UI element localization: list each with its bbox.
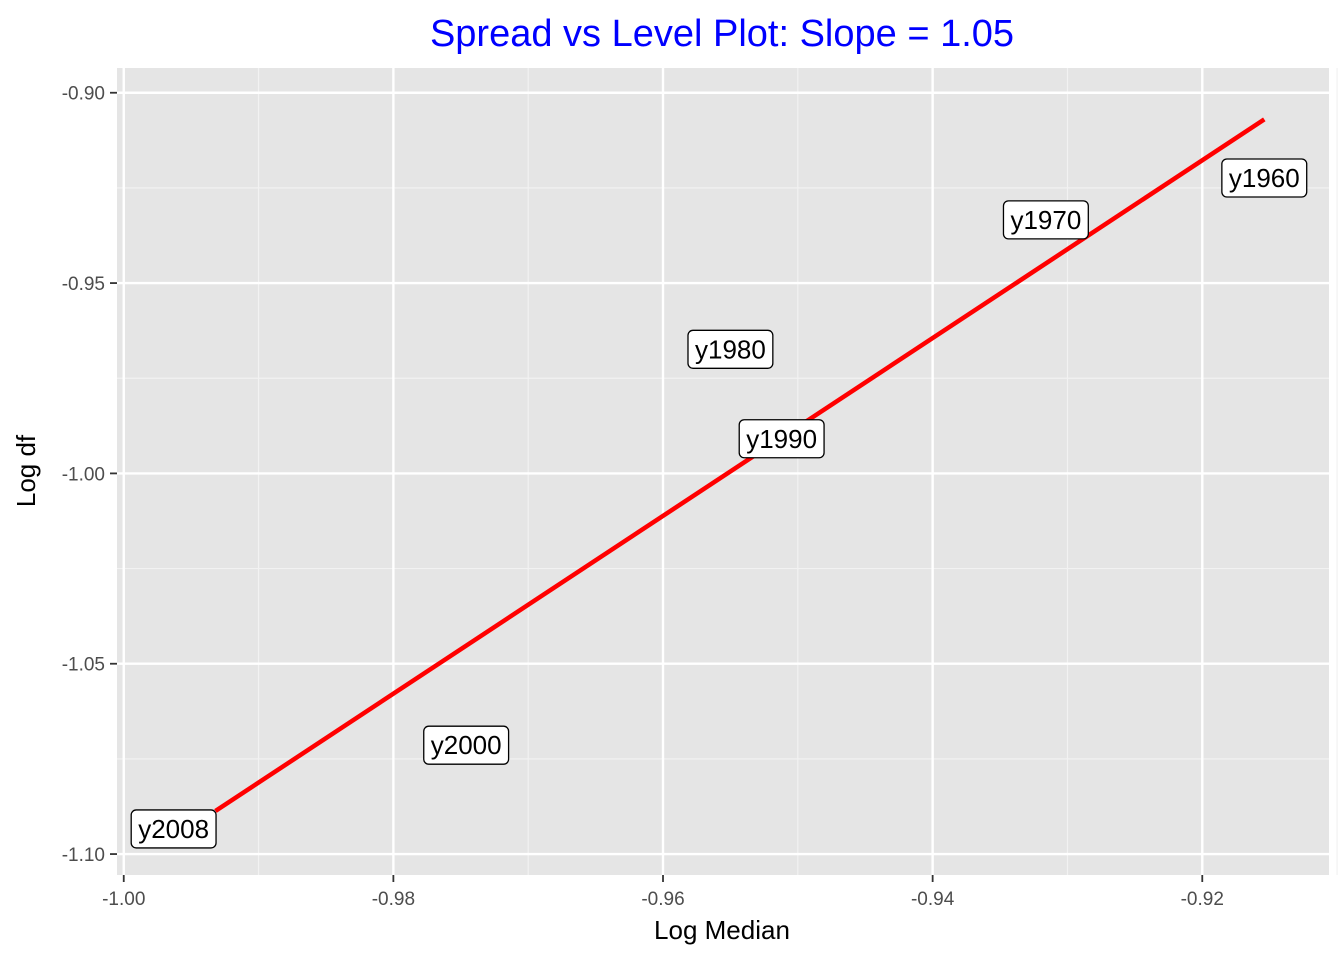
point-label-text: y1990	[746, 424, 817, 454]
point-label-y2000: y2000	[423, 725, 510, 765]
chart-title: Spread vs Level Plot: Slope = 1.05	[430, 13, 1014, 55]
point-label-y1990: y1990	[738, 419, 825, 459]
x-axis: -1.00 -0.98 -0.96 -0.94 -0.92	[102, 875, 1224, 910]
y-axis-title: Log df	[11, 434, 41, 507]
point-label-box	[1002, 200, 1089, 240]
point-label-box	[1221, 158, 1308, 198]
point-label-text: y1980	[695, 334, 766, 364]
point-label-y1980: y1980	[687, 329, 774, 369]
point-label-y2008: y2008	[130, 809, 217, 849]
point-label-y1970: y1970	[1002, 200, 1089, 240]
x-tick-label: -0.96	[641, 889, 684, 910]
y-tick-label: -1.10	[62, 845, 105, 866]
y-tick-label: -0.90	[62, 84, 105, 105]
y-tick-label: -0.95	[62, 274, 105, 295]
x-tick-label: -1.00	[102, 889, 145, 910]
point-label-box	[423, 725, 510, 765]
point-label-text: y1960	[1229, 163, 1300, 193]
major-gridlines	[117, 68, 1329, 875]
x-tick-label: -0.94	[911, 889, 955, 910]
point-label-text: y2000	[431, 730, 502, 760]
regression-line	[214, 117, 1266, 813]
fit-line-layer	[214, 117, 1266, 813]
point-label-box	[687, 329, 774, 369]
x-axis-title: Log Median	[654, 915, 790, 945]
y-tick-label: -1.00	[62, 464, 105, 485]
point-label-box	[130, 809, 217, 849]
point-label-text: y1970	[1010, 205, 1081, 235]
y-axis: -1.10 -1.05 -1.00 -0.95 -0.90	[62, 84, 117, 866]
point-label-text: y2008	[138, 814, 209, 844]
point-label-box	[738, 419, 825, 459]
x-tick-label: -0.92	[1181, 889, 1224, 910]
y-tick-label: -1.05	[62, 655, 105, 676]
x-tick-label: -0.98	[372, 889, 415, 910]
point-label-y1960: y1960	[1221, 158, 1308, 198]
point-labels: y1960 y1970 y1980 y1990 y2000 y2008	[130, 158, 1308, 849]
